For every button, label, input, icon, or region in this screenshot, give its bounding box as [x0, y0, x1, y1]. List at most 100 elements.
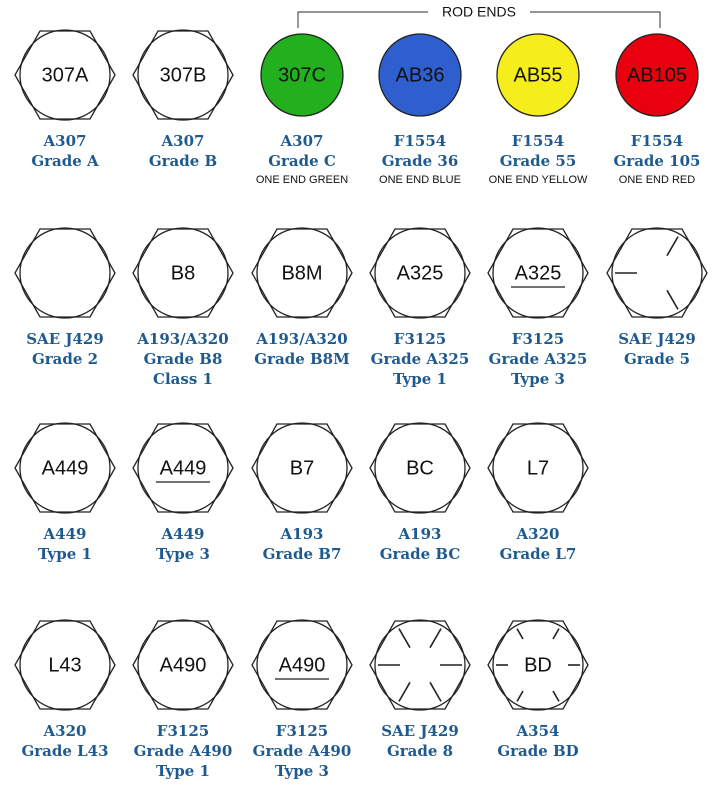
grade-label: A307	[43, 132, 87, 150]
hex-head	[132, 423, 234, 513]
hex-head	[14, 228, 116, 318]
marking: BC	[406, 457, 434, 479]
marking: 307C	[278, 64, 326, 86]
grade-label: Grade A	[31, 152, 99, 170]
radial-line	[552, 690, 560, 702]
grade-label: A354	[516, 722, 560, 740]
grade-label: Grade C	[268, 152, 336, 170]
marking: 307B	[160, 64, 207, 86]
grade-label: Grade A325	[371, 350, 470, 368]
grade-label: Grade 55	[500, 152, 577, 170]
marking: A490	[279, 654, 326, 676]
radial-line	[666, 236, 679, 257]
hex-head	[487, 423, 589, 513]
rod-end	[496, 33, 580, 117]
grade-label: Grade L43	[21, 742, 108, 760]
grade-label: Type 1	[393, 370, 447, 388]
hex-head	[132, 30, 234, 120]
grade-label: Grade 36	[382, 152, 459, 170]
marking: 307A	[42, 64, 89, 86]
radial-line	[552, 628, 560, 640]
grade-label: Grade B	[149, 152, 217, 170]
note: ONE END BLUE	[379, 174, 461, 186]
grade-label: A320	[516, 525, 560, 543]
grade-label: Grade B8M	[254, 350, 349, 368]
marking: B8M	[281, 262, 322, 284]
grade-label: Grade BC	[380, 545, 461, 563]
hex-head	[251, 228, 353, 318]
radial-line	[398, 628, 411, 649]
washer-face	[374, 619, 466, 711]
grade-label: Grade L7	[500, 545, 577, 563]
hex-head	[14, 30, 116, 120]
marking: A325	[397, 262, 444, 284]
washer-face	[137, 619, 229, 711]
radial-line	[516, 690, 524, 702]
marking: AB105	[627, 64, 687, 86]
grade-label: SAE J429	[381, 722, 459, 740]
hex-head	[369, 228, 471, 318]
grade-label: F1554	[512, 132, 564, 150]
grade-label: F1554	[631, 132, 683, 150]
rod-end	[260, 33, 344, 117]
grade-label: A449	[161, 525, 205, 543]
hex-head	[132, 620, 234, 710]
grade-label: F3125	[276, 722, 328, 740]
marking: A449	[160, 457, 207, 479]
grade-label: Grade 8	[387, 742, 453, 760]
marking: A449	[42, 457, 89, 479]
marking: AB55	[514, 64, 563, 86]
marking: B7	[290, 457, 314, 479]
marking: A490	[160, 654, 207, 676]
grade-label: A449	[43, 525, 87, 543]
grade-label: F3125	[394, 330, 446, 348]
washer-face	[137, 29, 229, 121]
grade-label: Grade B8	[144, 350, 223, 368]
washer-face	[611, 227, 703, 319]
hex-head	[369, 620, 471, 710]
radial-line	[429, 628, 442, 649]
hex-head	[369, 423, 471, 513]
hex-head	[606, 228, 708, 318]
grade-label: Grade A490	[134, 742, 233, 760]
washer-face	[19, 227, 111, 319]
hex-head	[14, 620, 116, 710]
hex-head	[487, 228, 589, 318]
washer-face	[19, 422, 111, 514]
marking: L7	[527, 457, 549, 479]
washer-face	[19, 619, 111, 711]
washer-face	[374, 422, 466, 514]
washer-face	[256, 619, 348, 711]
radial-line	[516, 628, 524, 640]
marking: B8	[171, 262, 195, 284]
washer-face	[492, 422, 584, 514]
radial-line	[429, 681, 442, 702]
washer-face	[492, 227, 584, 319]
grade-label: Type 1	[156, 762, 210, 780]
note: ONE END GREEN	[256, 174, 348, 186]
hex-head	[14, 423, 116, 513]
grade-label: Type 3	[275, 762, 329, 780]
note: ONE END YELLOW	[489, 174, 588, 186]
hex-head	[251, 423, 353, 513]
hex-head	[251, 620, 353, 710]
grade-label: Class 1	[153, 370, 213, 388]
hex-head	[487, 620, 589, 710]
marking: AB36	[396, 64, 445, 86]
washer-face	[137, 422, 229, 514]
grade-label: A193/A320	[136, 330, 228, 348]
grade-label: A320	[43, 722, 87, 740]
grade-label: Type 1	[38, 545, 92, 563]
grade-label: Grade 105	[614, 152, 701, 170]
marking: A325	[515, 262, 562, 284]
grade-label: A193	[280, 525, 324, 543]
bracket-label: ROD ENDS	[442, 4, 516, 20]
grade-label: Grade A325	[489, 350, 588, 368]
grade-label: A193	[398, 525, 442, 543]
radial-line	[666, 289, 679, 310]
washer-face	[256, 227, 348, 319]
grade-label: Grade 2	[32, 350, 98, 368]
grade-label: Grade A490	[253, 742, 352, 760]
bracket-label-bg	[428, 3, 530, 21]
